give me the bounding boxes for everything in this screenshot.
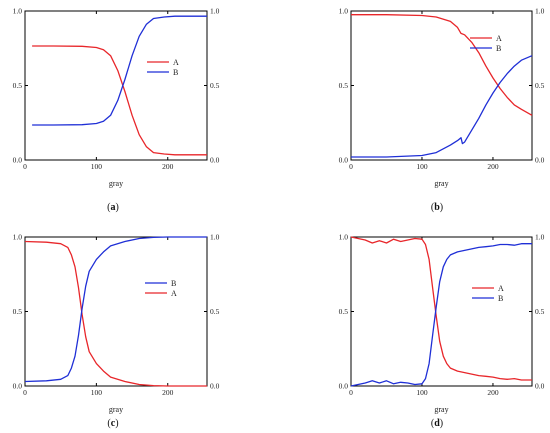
- plot-frame: [350, 236, 533, 387]
- right-y-tick-label: 1.0: [210, 7, 220, 16]
- legend: AB: [470, 34, 502, 53]
- series-line-a: [351, 14, 533, 116]
- y-tick-label: 0.0: [339, 382, 349, 391]
- x-tick-label: 100: [416, 162, 428, 171]
- caption-letter: b: [434, 202, 440, 213]
- caption-open: (: [107, 202, 111, 213]
- series-line-a: [24, 240, 207, 387]
- panel-b: 0 100 200 0.0 0.5 1.0 0.0 0.5 1.0 gray AB (b): [339, 7, 545, 214]
- right-y-tick-label: 0.5: [210, 307, 220, 316]
- right-y-tick-label: 1.0: [210, 233, 220, 242]
- caption-close: ): [440, 418, 443, 429]
- panel-a: 0 100 200 0.0 0.5 1.0 0.0 0.5 1.0 gray AB (a): [13, 7, 220, 214]
- right-y-tick-label: 0.0: [210, 382, 220, 391]
- caption-open: (: [431, 202, 435, 213]
- y-tick-label: 0.0: [339, 156, 349, 165]
- x-tick-label: 200: [162, 162, 174, 171]
- x-tick-label: 200: [162, 388, 174, 397]
- series-line-a: [32, 45, 207, 156]
- plot-frame: [350, 10, 533, 161]
- legend-label-b: B: [173, 68, 178, 77]
- caption-open: (: [431, 418, 435, 429]
- legend: BA: [145, 279, 177, 298]
- legend-label-a: A: [496, 34, 502, 43]
- x-tick-label: 0: [349, 162, 353, 171]
- x-tick-label: 0: [23, 388, 27, 397]
- panel-c: 0 100 200 0.0 0.5 1.0 0.0 0.5 1.0 gray BA (c): [13, 233, 220, 430]
- y-tick-label: 0.0: [13, 156, 23, 165]
- y-tick-label: 0.5: [339, 307, 349, 316]
- x-tick-label: 200: [487, 162, 499, 171]
- right-y-tick-label: 0.0: [535, 382, 545, 391]
- x-axis-label: gray: [109, 405, 123, 414]
- y-tick-label: 0.5: [339, 81, 349, 90]
- caption-close: ): [440, 202, 443, 213]
- plot-frame: [24, 236, 208, 387]
- y-tick-label: 0.5: [13, 81, 23, 90]
- panel-caption: (c): [107, 418, 118, 429]
- panel-caption: (d): [431, 418, 443, 429]
- legend-label-b: B: [496, 44, 501, 53]
- caption-letter: c: [111, 418, 116, 429]
- y-tick-label: 1.0: [339, 233, 349, 242]
- caption-letter: d: [434, 418, 440, 429]
- caption-open: (: [107, 418, 111, 429]
- legend: AB: [147, 58, 179, 77]
- legend-label-a: A: [173, 58, 179, 67]
- series-line-a: [350, 236, 532, 381]
- x-tick-label: 200: [487, 388, 499, 397]
- x-tick-label: 100: [91, 388, 103, 397]
- legend-label-b: B: [498, 294, 503, 303]
- right-y-tick-label: 0.5: [535, 307, 545, 316]
- right-y-tick-label: 0.5: [210, 81, 220, 90]
- caption-letter: a: [111, 202, 116, 213]
- legend: AB: [472, 284, 504, 303]
- panel-caption: (b): [431, 202, 443, 213]
- y-tick-label: 1.0: [13, 7, 23, 16]
- legend-label-a: A: [171, 289, 177, 298]
- panel-d: 0 100 200 0.0 0.5 1.0 0.0 0.5 1.0 gray AB (d): [339, 233, 545, 430]
- right-y-tick-label: 1.0: [535, 233, 545, 242]
- y-tick-label: 1.0: [13, 233, 23, 242]
- caption-close: ): [115, 418, 118, 429]
- series-line-b: [351, 55, 533, 158]
- right-y-tick-label: 0.0: [210, 156, 220, 165]
- x-tick-label: 0: [349, 388, 353, 397]
- plot-frame: [24, 10, 208, 161]
- y-tick-label: 0.0: [13, 382, 23, 391]
- legend-label-a: A: [498, 284, 504, 293]
- series-line-b: [24, 236, 207, 383]
- caption-close: ): [116, 202, 119, 213]
- x-axis-label: gray: [434, 405, 448, 414]
- right-y-tick-label: 0.5: [535, 81, 545, 90]
- series-line-b: [32, 15, 207, 126]
- x-tick-label: 100: [91, 162, 103, 171]
- right-y-tick-label: 0.0: [535, 156, 545, 165]
- x-tick-label: 100: [416, 388, 428, 397]
- series-line-b: [350, 243, 532, 387]
- x-axis-label: gray: [434, 179, 448, 188]
- x-tick-label: 0: [23, 162, 27, 171]
- right-y-tick-label: 1.0: [535, 7, 545, 16]
- legend-label-b: B: [171, 279, 176, 288]
- y-tick-label: 1.0: [339, 7, 349, 16]
- x-axis-label: gray: [109, 179, 123, 188]
- y-tick-label: 0.5: [13, 307, 23, 316]
- panel-caption: (a): [107, 202, 119, 213]
